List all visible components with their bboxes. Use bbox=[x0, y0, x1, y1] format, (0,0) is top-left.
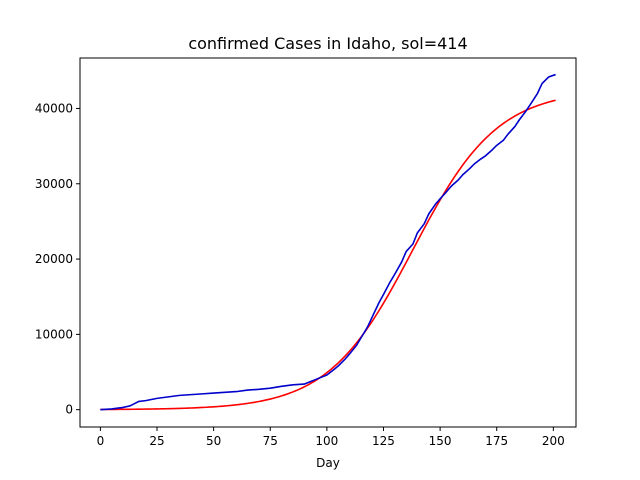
x-tick-label: 0 bbox=[97, 434, 105, 448]
y-tick-label: 30000 bbox=[35, 177, 73, 191]
y-tick-label: 20000 bbox=[35, 252, 73, 266]
x-tick-label: 125 bbox=[372, 434, 395, 448]
x-tick-label: 75 bbox=[263, 434, 278, 448]
series-layer bbox=[100, 73, 556, 411]
confirmed-cases-line bbox=[100, 73, 556, 411]
plot-area: 0 25 50 75 100 125 150 175 200 0 10000 20000 30000 40… bbox=[35, 57, 577, 448]
fit-curve-line bbox=[100, 99, 556, 411]
x-tick-label: 200 bbox=[542, 434, 565, 448]
x-tick-label: 50 bbox=[206, 434, 221, 448]
y-tick-label: 0 bbox=[65, 403, 73, 417]
x-tick-label: 175 bbox=[485, 434, 508, 448]
y-tick-label: 40000 bbox=[35, 101, 73, 115]
tick-layer: 0 25 50 75 100 125 150 175 200 0 10000 20000 30000 40… bbox=[35, 101, 565, 448]
y-tick-label: 10000 bbox=[35, 327, 73, 341]
x-tick-label: 100 bbox=[315, 434, 338, 448]
chart-title: confirmed Cases in Idaho, sol=414 bbox=[188, 34, 467, 53]
plot-frame bbox=[79, 57, 577, 428]
x-axis-label: Day bbox=[316, 456, 340, 470]
x-tick-label: 25 bbox=[149, 434, 164, 448]
x-tick-label: 150 bbox=[429, 434, 452, 448]
